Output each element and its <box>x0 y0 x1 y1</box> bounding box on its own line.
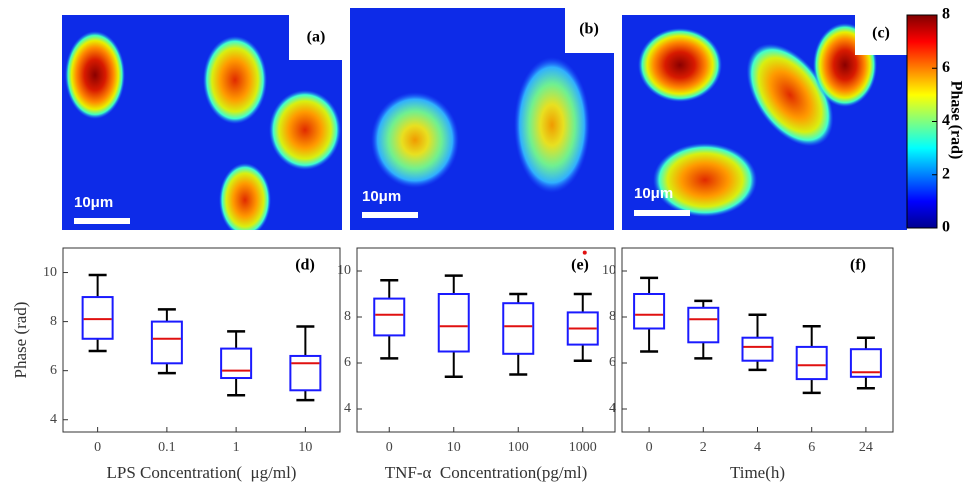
box <box>687 306 720 344</box>
y-tick-label: 4 <box>344 401 351 416</box>
y-tick-label: 10 <box>337 263 351 278</box>
scale-bar <box>634 210 690 216</box>
x-tick-label: 10 <box>447 440 461 455</box>
box <box>289 354 322 392</box>
colorbar-tick-label: 4 <box>942 112 950 129</box>
image-label: (a) <box>307 29 326 46</box>
y-tick-label: 4 <box>609 401 616 416</box>
y-axis-label: Phase (rad) <box>11 302 30 379</box>
scale-bar <box>362 212 418 218</box>
x-tick-label: 4 <box>754 440 761 455</box>
box <box>437 293 470 353</box>
scale-bar-label: 10μm <box>634 185 673 202</box>
image-c <box>622 15 907 230</box>
y-tick-label: 6 <box>50 363 57 378</box>
y-tick-label: 8 <box>609 309 616 324</box>
x-tick-label: 0 <box>94 440 101 455</box>
flier <box>582 250 587 255</box>
box <box>795 345 828 381</box>
colorbar-label: Phase (rad) <box>947 81 964 160</box>
x-axis-label: TNF-α Concentration(pg/ml) <box>385 463 587 482</box>
x-tick-label: 6 <box>808 440 815 455</box>
x-tick-label: 10 <box>298 440 312 455</box>
y-tick-label: 6 <box>609 355 616 370</box>
x-tick-label: 1000 <box>569 440 597 455</box>
box <box>373 297 406 337</box>
axes-frame <box>62 247 341 433</box>
y-tick-label: 6 <box>344 355 351 370</box>
box <box>220 347 253 380</box>
y-tick-label: 8 <box>50 314 57 329</box>
axes-frame <box>356 247 616 433</box>
colorbar-tick-label: 0 <box>942 219 950 236</box>
colorbar-tick-label: 6 <box>942 59 950 76</box>
panel-label: (d) <box>295 257 315 274</box>
image-label: (c) <box>872 25 890 42</box>
colorbar-tick-label: 2 <box>942 165 950 182</box>
x-tick-label: 1 <box>233 440 240 455</box>
image-label: (b) <box>579 21 599 38</box>
y-tick-label: 4 <box>50 412 57 427</box>
x-tick-label: 100 <box>508 440 529 455</box>
y-tick-label: 10 <box>43 265 57 280</box>
y-tick-label: 10 <box>602 263 616 278</box>
image-b <box>350 8 614 230</box>
scale-bar-label: 10μm <box>74 194 113 211</box>
x-tick-label: 0.1 <box>158 440 176 455</box>
x-tick-label: 2 <box>700 440 707 455</box>
x-tick-label: 24 <box>859 440 873 455</box>
image-a <box>62 15 342 230</box>
box <box>81 296 114 340</box>
x-tick-label: 0 <box>386 440 393 455</box>
panel-label: (f) <box>850 257 866 274</box>
box <box>502 302 535 355</box>
box <box>150 320 183 365</box>
box <box>633 293 666 330</box>
scale-bar-label: 10μm <box>362 188 401 205</box>
colorbar-tick-label: 8 <box>942 6 950 23</box>
panel-label: (e) <box>571 257 589 274</box>
x-axis-label: LPS Concentration( μg/ml) <box>107 463 297 482</box>
x-tick-label: 0 <box>646 440 653 455</box>
x-axis-label: Time(h) <box>730 463 785 482</box>
scale-bar <box>74 218 130 224</box>
box <box>741 336 774 362</box>
y-tick-label: 8 <box>344 309 351 324</box>
